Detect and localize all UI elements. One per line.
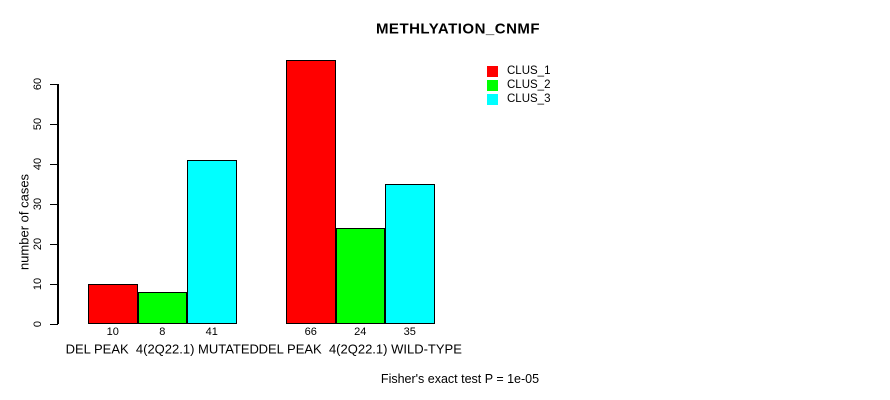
chart-title: METHLYATION_CNMF: [375, 20, 541, 38]
legend-swatch-icon: [487, 65, 498, 77]
bar-value-label: 24: [354, 326, 367, 338]
bar-clus_1-group1: [88, 284, 138, 324]
y-tick-label: 10: [32, 277, 44, 291]
y-tick-label: 0: [32, 320, 44, 328]
y-tick-mark: [50, 163, 58, 165]
legend-label: CLUS_3: [507, 92, 551, 105]
x-axis-category-label: DEL PEAK 4(2Q22.1) MUTATED: [65, 341, 259, 357]
y-tick-mark: [50, 243, 58, 245]
legend-swatch-icon: [487, 79, 498, 91]
y-tick-mark: [50, 323, 58, 325]
bar-clus_3-group2: [385, 184, 435, 324]
bar-value-label: 10: [106, 326, 119, 338]
bar-clus_2-group1: [137, 292, 187, 324]
legend-item-clus_3: CLUS_3: [487, 92, 550, 106]
bar-value-label: 35: [403, 326, 416, 338]
legend-label: CLUS_2: [507, 78, 551, 91]
y-tick-label: 50: [32, 117, 44, 131]
bar-clus_2-group2: [335, 228, 385, 324]
y-tick-mark: [50, 123, 58, 125]
y-tick-label: 60: [32, 77, 44, 91]
legend-item-clus_2: CLUS_2: [487, 78, 550, 92]
y-tick-label: 40: [32, 157, 44, 171]
footer-stat-note: Fisher's exact test P = 1e-05: [380, 372, 540, 386]
legend-label: CLUS_1: [507, 64, 551, 77]
y-tick-label: 30: [32, 197, 44, 211]
x-axis-category-label: DEL PEAK 4(2Q22.1) WILD-TYPE: [258, 341, 462, 357]
legend: CLUS_1 CLUS_2 CLUS_3: [487, 64, 550, 106]
legend-item-clus_1: CLUS_1: [487, 64, 550, 78]
bar-clus_3-group1: [187, 160, 237, 324]
bar-clus_1-group2: [286, 60, 336, 324]
y-tick-mark: [50, 203, 58, 205]
y-tick-label: 20: [32, 237, 44, 251]
bar-value-label: 66: [304, 326, 317, 338]
y-tick-mark: [50, 283, 58, 285]
bar-value-label: 8: [159, 326, 166, 338]
legend-swatch-icon: [487, 93, 498, 105]
bar-value-label: 41: [205, 326, 218, 338]
y-tick-mark: [50, 83, 58, 85]
